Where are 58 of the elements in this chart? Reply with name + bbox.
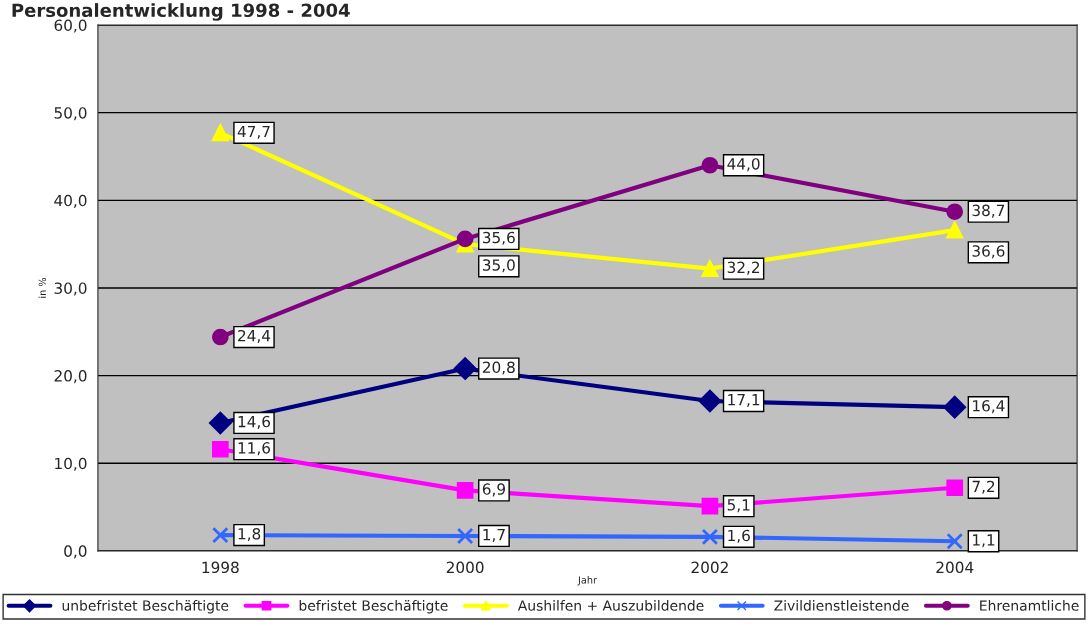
x-tick-label: 2000 <box>446 561 484 574</box>
data-label: 11,6 <box>238 442 271 456</box>
point <box>211 526 229 544</box>
point <box>701 156 719 174</box>
point <box>701 497 719 515</box>
x-tick-label: 2004 <box>936 561 974 574</box>
y-axis-title: in % <box>38 277 47 298</box>
legend-label: Aushilfen + Auszubildende <box>517 600 704 611</box>
y-tick-label: 10,0 <box>55 457 87 471</box>
point <box>701 528 719 546</box>
data-label: 14,6 <box>238 415 271 429</box>
point <box>211 440 229 458</box>
y-tick-label: 40,0 <box>54 194 87 208</box>
point <box>211 124 229 142</box>
data-label: 47,7 <box>237 125 270 139</box>
point <box>456 230 474 248</box>
legend-label: befristet Beschäftigte <box>299 600 448 614</box>
data-label: 6,9 <box>482 483 506 497</box>
data-label: 5,1 <box>727 499 750 513</box>
data-label: 1,1 <box>973 534 995 548</box>
point <box>211 328 229 346</box>
data-label: 20,8 <box>482 361 515 375</box>
point <box>698 389 722 413</box>
data-label: 38,7 <box>972 204 1005 218</box>
point <box>946 203 964 221</box>
data-label: 16,4 <box>973 400 1005 414</box>
y-tick-label: 50,0 <box>54 107 87 121</box>
y-tick-label: 20,0 <box>54 370 87 384</box>
data-label: 1,7 <box>483 529 505 542</box>
data-label: 17,1 <box>728 394 760 408</box>
legend-label: Ehrenamtliche <box>980 600 1079 611</box>
legend-label: Zivildienstleistende <box>774 600 909 611</box>
point <box>453 357 477 380</box>
point <box>943 395 966 419</box>
chart-title: Personalentwicklung 1998 - 2004 <box>12 3 350 21</box>
point <box>456 482 474 499</box>
y-tick-label: 0,0 <box>64 545 87 559</box>
data-label: 24,4 <box>238 329 271 344</box>
point <box>209 411 232 435</box>
point <box>946 221 964 239</box>
y-tick-label: 30,0 <box>54 282 87 296</box>
data-label: 32,2 <box>727 261 760 275</box>
data-label: 44,0 <box>727 158 760 172</box>
x-axis-title: Jahr <box>577 576 598 586</box>
data-label: 35,0 <box>482 259 515 273</box>
data-label: 7,2 <box>972 480 995 494</box>
y-tick-label: 60,0 <box>54 19 87 33</box>
data-label: 1,8 <box>238 527 261 542</box>
data-label: 1,6 <box>728 529 750 543</box>
legend-label: unbefristet Beschäftigte <box>62 600 229 614</box>
data-label: 35,6 <box>482 231 515 245</box>
x-tick-label: 2002 <box>691 561 728 574</box>
point <box>946 532 964 550</box>
data-label: 36,6 <box>972 245 1005 259</box>
point <box>456 527 474 545</box>
point <box>946 479 964 497</box>
x-tick-label: 1998 <box>202 561 239 574</box>
point <box>701 260 719 278</box>
